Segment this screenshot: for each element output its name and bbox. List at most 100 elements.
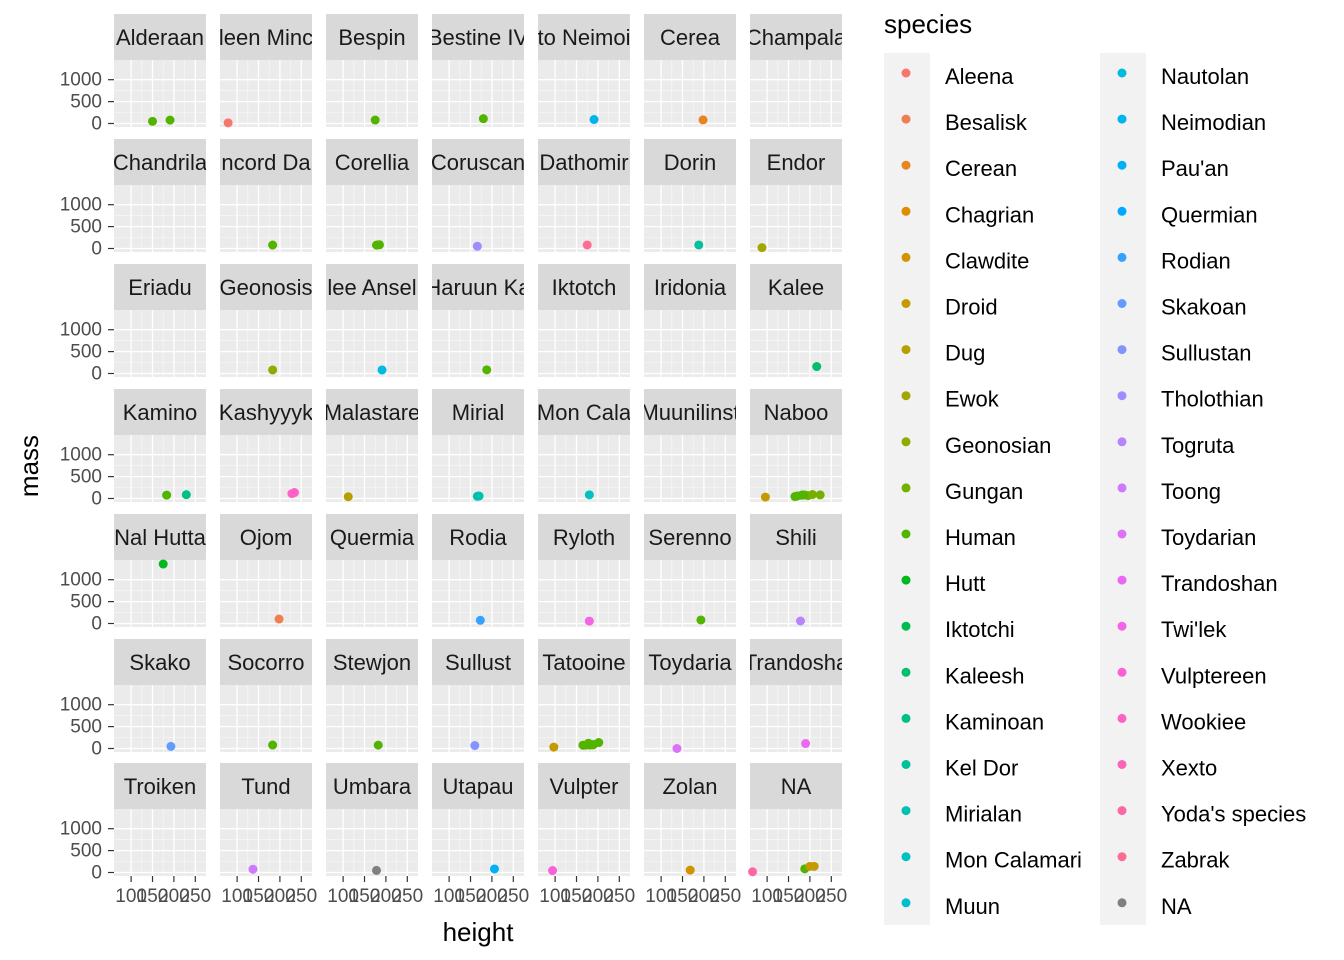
legend-label: Cerean [945, 156, 1017, 181]
x-tick-label: 250 [709, 886, 741, 907]
facet-strip [644, 264, 736, 310]
data-point-human [371, 240, 381, 250]
data-point-human [370, 115, 380, 125]
panel-background [538, 60, 630, 127]
facet-panel-chandrila: Chandrila [114, 139, 206, 252]
facet-strip [114, 389, 206, 435]
legend-item-geonosian: Geonosian [901, 433, 1051, 458]
legend-label: Wookiee [1161, 709, 1246, 734]
y-tick-label: 1000 [60, 445, 102, 466]
y-axis-title: mass [14, 435, 44, 497]
facet-panel-dathomir: Dathomir [538, 139, 630, 252]
legend-key [901, 68, 911, 78]
data-point-human [578, 740, 588, 750]
legend-key [1117, 345, 1127, 355]
facet-strip [220, 389, 312, 435]
legend-key [1117, 760, 1127, 769]
panel-background [326, 310, 418, 377]
x-tick-label: 150 [561, 886, 593, 907]
facet-panel-eriadu: Eriadu [114, 264, 206, 377]
panel-background [220, 809, 312, 876]
panel-background [538, 185, 630, 252]
panel-background [220, 560, 312, 627]
data-point-human [482, 365, 492, 375]
facet-panel-rodia: Rodia [432, 514, 524, 627]
facet-strip [750, 639, 842, 685]
panel-background [750, 60, 842, 127]
panel-background [750, 185, 842, 252]
legend-label: Pau'an [1161, 156, 1229, 181]
legend-item-ewok: Ewok [901, 387, 1000, 412]
facet-strip-label: Endor [767, 150, 826, 175]
legend-key [901, 898, 911, 908]
legend-label: Yoda's species [1161, 802, 1306, 827]
panel-background [644, 435, 736, 502]
y-tick-label: 500 [70, 841, 102, 862]
facet-strip-label: Skako [129, 650, 190, 675]
y-tick-label: 1000 [60, 70, 102, 91]
y-tick-label: 1000 [60, 695, 102, 716]
legend-key [901, 852, 911, 862]
facet-strip-label: Ojom [240, 525, 293, 550]
legend-label: Geonosian [945, 433, 1051, 458]
panel-background [432, 185, 524, 252]
data-point-zabrak [582, 240, 592, 250]
x-tick-label: 100 [751, 886, 783, 907]
panel-background [644, 560, 736, 627]
facet-panel-mon-cala: Mon Cala [538, 389, 630, 502]
x-tick-label: 150 [667, 886, 699, 907]
panel-background [432, 809, 524, 876]
facet-panel-iktotch: Iktotch [538, 264, 630, 377]
facet-strip-label: Socorro [227, 650, 304, 675]
facet-panel-bespin: Bespin [326, 14, 418, 127]
legend-key [901, 575, 911, 585]
legend-key [1117, 898, 1127, 908]
data-point-human [148, 116, 158, 126]
facet-strip [114, 139, 206, 185]
y-tick-label: 500 [70, 342, 102, 363]
legend-label: Xexto [1161, 756, 1217, 781]
facet-strip [750, 264, 842, 310]
data-point-human [589, 740, 599, 750]
facet-strip [432, 139, 524, 185]
legend-item-yoda-s-species: Yoda's species [1117, 802, 1306, 827]
legend-item-pau-an: Pau'an [1117, 156, 1229, 181]
facet-strip-label: NA [781, 774, 812, 799]
facet-strip-label: Kalee [768, 275, 824, 300]
legend-item-neimodian: Neimodian [1117, 110, 1266, 135]
facet-panel-kashyyyk: Kashyyyk [220, 389, 312, 502]
facet-panel-utapau: Utapau [432, 763, 524, 876]
panel-background [432, 435, 524, 502]
data-point-mon-calamari [584, 490, 594, 500]
facet-strip-label: Muunilinst [640, 400, 739, 425]
x-tick-label: 200 [582, 886, 614, 907]
legend-key [1117, 299, 1127, 308]
facet-strip-label: to Neimoi [538, 25, 631, 50]
facet-strip [114, 264, 206, 310]
legend-key [1117, 852, 1127, 862]
facet-strip [750, 139, 842, 185]
legend-item-dug: Dug [901, 341, 985, 366]
legend-key [1117, 68, 1127, 78]
data-point-na [371, 865, 381, 875]
facet-strip-label: Sullust [445, 650, 511, 675]
legend-item-droid: Droid [901, 295, 998, 320]
legend-label: Kaleesh [945, 663, 1025, 688]
facet-panel-umbara: Umbara [326, 763, 418, 876]
data-point-aleena [223, 118, 233, 128]
legend-item-mirialan: Mirialan [901, 802, 1022, 827]
data-point-clawdite [685, 865, 695, 875]
legend-item-toydarian: Toydarian [1117, 525, 1256, 550]
data-point-cerean [698, 115, 708, 125]
legend-label: Ewok [945, 387, 1000, 412]
facet-strip-label: leen Minc [219, 25, 313, 50]
data-point-droid [809, 861, 819, 871]
facet-strip [114, 639, 206, 685]
facet-strip-label: Mirial [452, 400, 505, 425]
legend-item-chagrian: Chagrian [901, 202, 1034, 227]
facet-strip [220, 639, 312, 685]
facet-panel-nal-hutta: Nal Hutta [114, 514, 206, 627]
panel-background [538, 310, 630, 377]
facet-strip [432, 264, 524, 310]
legend-key [1117, 713, 1127, 723]
